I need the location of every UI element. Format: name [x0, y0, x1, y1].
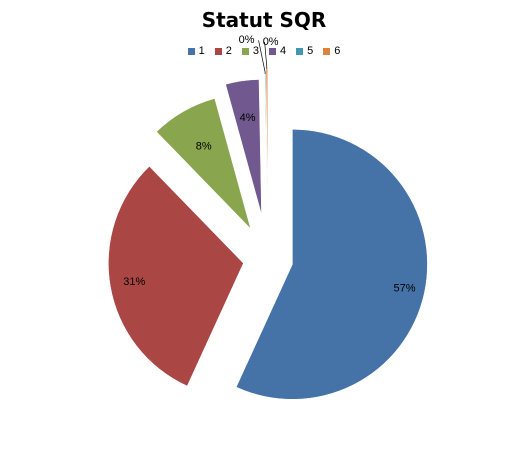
data-label-5: 0% [239, 34, 255, 46]
pie-slice-3 [156, 98, 251, 229]
legend-swatch-6 [323, 47, 331, 55]
data-label-6: 0% [263, 36, 279, 48]
legend-item-2: 2 [214, 45, 232, 57]
legend-swatch-2 [214, 47, 222, 55]
legend-label-6: 6 [334, 45, 341, 57]
leader-line-6 [264, 41, 268, 70]
legend-label-2: 2 [225, 45, 232, 57]
pie-slice-6 [265, 68, 268, 205]
data-label-4: 4% [240, 112, 256, 124]
data-label-1: 57% [394, 283, 416, 295]
chart-title: Statut SQR [201, 8, 327, 32]
data-label-3: 8% [196, 141, 212, 153]
data-label-2: 31% [123, 276, 145, 288]
legend-item-6: 6 [323, 45, 340, 57]
legend-swatch-5 [296, 47, 304, 55]
leader-line-5 [258, 40, 266, 75]
legend-item-1: 1 [187, 45, 205, 57]
legend-swatch-4 [269, 47, 276, 55]
legend-label-3: 3 [252, 45, 259, 57]
legend-label-5: 5 [307, 45, 314, 57]
pie-slice-1 [235, 129, 428, 400]
legend-label-4: 4 [280, 45, 287, 57]
legend-swatch-3 [241, 47, 249, 55]
pie-slice-2 [108, 166, 244, 387]
pie-slice-4 [225, 79, 262, 215]
legend-item-3: 3 [241, 45, 259, 57]
legend: 1 2 3 4 5 6 [0, 45, 528, 57]
legend-item-4: 4 [269, 45, 286, 57]
legend-label-1: 1 [198, 45, 205, 57]
legend-swatch-1 [187, 47, 195, 55]
legend-item-5: 5 [296, 45, 313, 57]
